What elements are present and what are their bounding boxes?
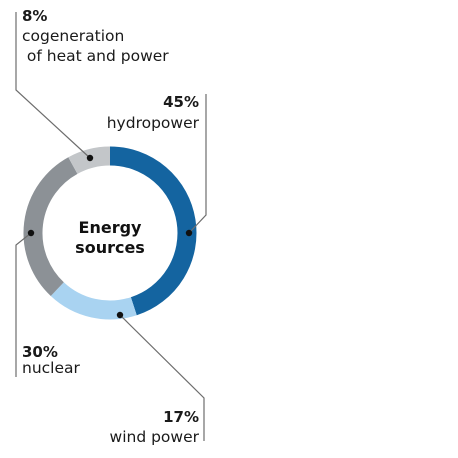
leader-line-cogeneration-of-heat-and-power <box>15 12 91 159</box>
leader-line-nuclear <box>15 232 32 377</box>
slice-name-label-cogeneration-of-heat-and-power: cogeneration <box>22 27 124 45</box>
slice-name-label-hydropower: hydropower <box>107 114 200 132</box>
leader-dot-nuclear <box>27 229 35 237</box>
leader-line-hydropower <box>188 94 207 234</box>
leader-dot-hydropower <box>185 229 193 237</box>
slice-value-label-wind-power: 17% <box>163 408 199 426</box>
slice-name-label-wind-power: wind power <box>110 428 200 446</box>
slice-name-label-nuclear: nuclear <box>22 359 81 377</box>
slice-name-label-cogeneration-of-heat-and-power: of heat and power <box>22 47 169 65</box>
slice-hydropower <box>109 146 197 316</box>
center-label-line-1: Energy <box>79 218 143 237</box>
center-label-line-2: sources <box>75 238 145 257</box>
slice-wind-power <box>50 281 137 320</box>
leader-line-wind-power <box>119 314 205 441</box>
slice-value-label-cogeneration-of-heat-and-power: 8% <box>22 7 47 25</box>
slice-value-label-nuclear: 30% <box>22 343 58 361</box>
leader-dot-wind-power <box>116 311 124 319</box>
slice-labels: 45% hydropower 17% wind power 30%nuclear 8% co… <box>22 7 200 446</box>
slice-value-label-hydropower: 45% <box>163 93 199 111</box>
slice-nuclear <box>23 157 78 297</box>
leader-dot-cogeneration-of-heat-and-power <box>86 154 94 162</box>
donut-slices <box>23 146 197 320</box>
leader-lines <box>15 12 207 441</box>
